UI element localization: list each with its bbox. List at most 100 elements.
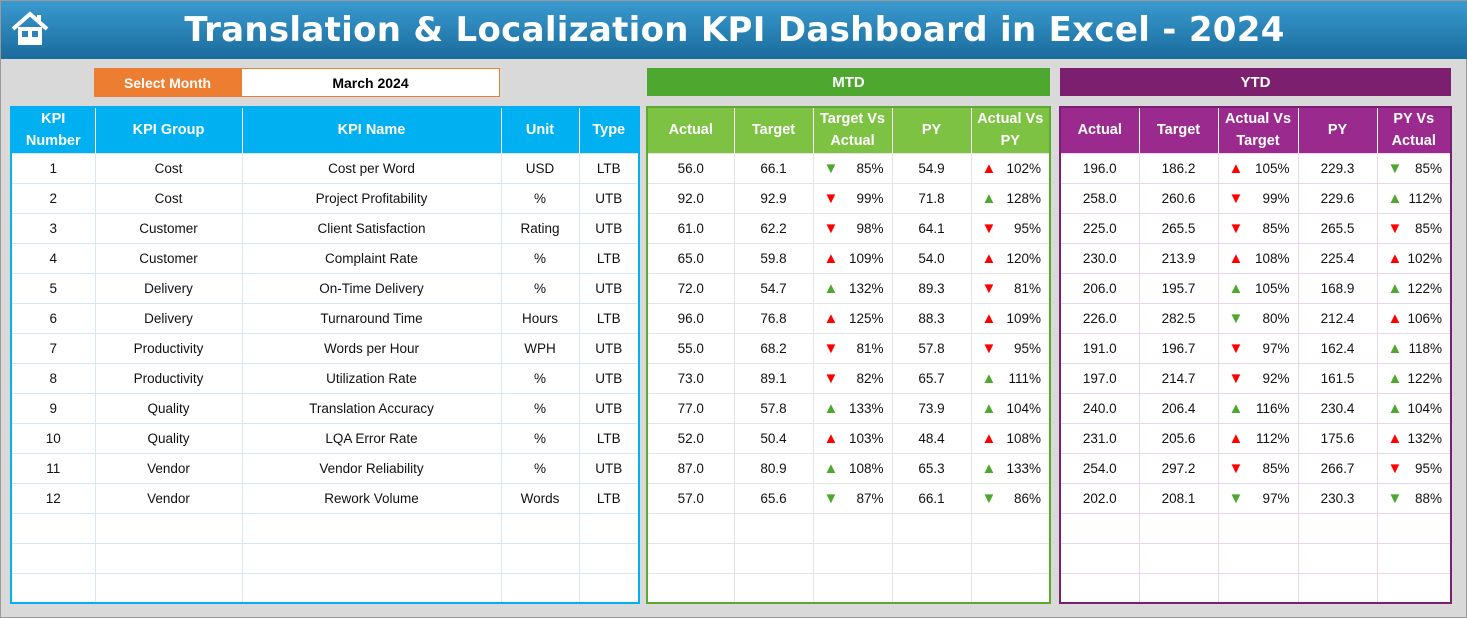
py-value: 64.1 — [891, 212, 972, 244]
indicator: ▼ 87% — [814, 490, 892, 507]
table-row: 56.0 66.1 ▼ 85% 54.9 ▲ 102% — [646, 152, 1051, 184]
column-header: Target — [1139, 107, 1219, 153]
percent-value: 108% — [848, 460, 884, 476]
indicator: ▼ 92% — [1219, 370, 1298, 387]
empty-row — [646, 572, 1051, 604]
percent-value: 92% — [1262, 370, 1290, 386]
indicator-cell: ▲ 106% — [1376, 302, 1452, 334]
percent-value: 108% — [1006, 430, 1041, 446]
table-row: 12 Vendor Rework Volume Words LTB — [10, 482, 640, 514]
percent-value: 99% — [856, 190, 884, 206]
target-value: 213.9 — [1138, 242, 1219, 274]
target-value: 54.7 — [733, 272, 814, 304]
home-icon[interactable] — [9, 9, 51, 49]
percent-value: 87% — [856, 490, 884, 506]
indicator-cell: ▼ 92% — [1217, 362, 1299, 394]
actual-value: 225.0 — [1059, 212, 1140, 244]
indicator-cell: ▼ 88% — [1376, 482, 1452, 514]
indicator-cell: ▼ 85% — [1376, 152, 1452, 184]
month-dropdown[interactable]: March 2024 — [241, 68, 500, 97]
triangle-up-icon: ▲ — [1387, 249, 1403, 267]
indicator-cell: ▲ 122% — [1376, 272, 1452, 304]
indicator: ▲ 102% — [972, 160, 1050, 177]
kpi-unit: % — [500, 362, 580, 394]
mtd-header: MTD — [647, 68, 1050, 96]
indicator-cell: ▲ 109% — [812, 242, 893, 274]
kpi-num: 11 — [10, 452, 96, 484]
percent-value: 112% — [1408, 190, 1442, 206]
column-header: Type — [579, 107, 640, 153]
empty-row — [646, 542, 1051, 574]
indicator-cell: ▼ 95% — [970, 332, 1051, 364]
indicator-cell: ▲ 105% — [1217, 152, 1299, 184]
triangle-up-icon: ▲ — [1387, 429, 1403, 447]
kpi-unit: Rating — [500, 212, 580, 244]
empty-cell — [578, 572, 640, 604]
empty-row — [1059, 542, 1452, 574]
indicator-cell: ▲ 108% — [970, 422, 1051, 454]
indicator: ▲ 112% — [1219, 430, 1298, 447]
column-header: KPI Group — [95, 107, 243, 153]
dashboard-title: Translation & Localization KPI Dashboard… — [184, 10, 1285, 50]
triangle-up-icon: ▲ — [823, 249, 839, 267]
empty-cell — [891, 512, 972, 544]
target-value: 59.8 — [733, 242, 814, 274]
empty-cell — [1138, 512, 1219, 544]
percent-value: 122% — [1407, 370, 1442, 386]
table-row: 57.0 65.6 ▼ 87% 66.1 ▼ 86% — [646, 482, 1051, 514]
column-header: PY Vs Actual — [1377, 107, 1452, 153]
indicator-cell: ▲ 112% — [1376, 182, 1452, 214]
target-value: 282.5 — [1138, 302, 1219, 334]
triangle-up-icon: ▲ — [981, 399, 997, 417]
table-row: 226.0 282.5 ▼ 80% 212.4 ▲ 106% — [1059, 302, 1452, 334]
table-row: 9 Quality Translation Accuracy% UTB — [10, 392, 640, 424]
percent-value: 102% — [1407, 250, 1442, 266]
indicator: ▲ 122% — [1378, 370, 1451, 387]
py-value: 168.9 — [1297, 272, 1378, 304]
target-value: 195.7 — [1138, 272, 1219, 304]
empty-cell — [1138, 572, 1219, 604]
empty-cell — [812, 542, 893, 574]
triangle-up-icon: ▲ — [1228, 429, 1244, 447]
percent-value: 106% — [1407, 310, 1442, 326]
empty-cell — [1376, 572, 1452, 604]
triangle-up-icon: ▲ — [981, 159, 997, 177]
indicator-cell: ▲ 111% — [970, 362, 1051, 394]
triangle-up-icon: ▲ — [1228, 159, 1244, 177]
indicator-cell: ▲ 112% — [1217, 422, 1299, 454]
kpi-group: Vendor — [94, 452, 243, 484]
table-row: 73.0 89.1 ▼ 82% 65.7 ▲ 111% — [646, 362, 1051, 394]
percent-value: 81% — [856, 340, 884, 356]
kpi-type: UTB — [578, 182, 640, 214]
indicator-cell: ▲ 120% — [970, 242, 1051, 274]
kpi-num: 12 — [10, 482, 96, 514]
percent-value: 95% — [1013, 220, 1041, 236]
kpi-type: LTB — [578, 302, 640, 334]
target-value: 297.2 — [1138, 452, 1219, 484]
empty-cell — [1059, 542, 1140, 574]
target-value: 76.8 — [733, 302, 814, 334]
empty-row — [10, 572, 640, 604]
empty-cell — [646, 542, 735, 574]
kpi-type: UTB — [578, 212, 640, 244]
percent-value: 128% — [1006, 190, 1041, 206]
empty-cell — [578, 512, 640, 544]
triangle-down-icon: ▼ — [1228, 459, 1244, 477]
actual-value: 52.0 — [646, 422, 735, 454]
indicator: ▲ 108% — [814, 460, 892, 477]
triangle-down-icon: ▼ — [1387, 459, 1403, 477]
kpi-num: 9 — [10, 392, 96, 424]
indicator: ▲ 118% — [1378, 340, 1451, 357]
triangle-up-icon: ▲ — [981, 309, 997, 327]
ytd-table: Actual Target Actual Vs Target PY PY Vs Actu… — [1059, 106, 1452, 604]
indicator-cell: ▲ 132% — [812, 272, 893, 304]
actual-value: 197.0 — [1059, 362, 1140, 394]
table-row: 3 Customer Client Satisfaction Rating UTB — [10, 212, 640, 244]
kpi-type: LTB — [578, 422, 640, 454]
actual-value: 191.0 — [1059, 332, 1140, 364]
indicator-cell: ▲ 132% — [1376, 422, 1452, 454]
triangle-down-icon: ▼ — [981, 279, 997, 297]
actual-value: 56.0 — [646, 152, 735, 184]
triangle-down-icon: ▼ — [981, 489, 997, 507]
empty-cell — [500, 542, 580, 574]
